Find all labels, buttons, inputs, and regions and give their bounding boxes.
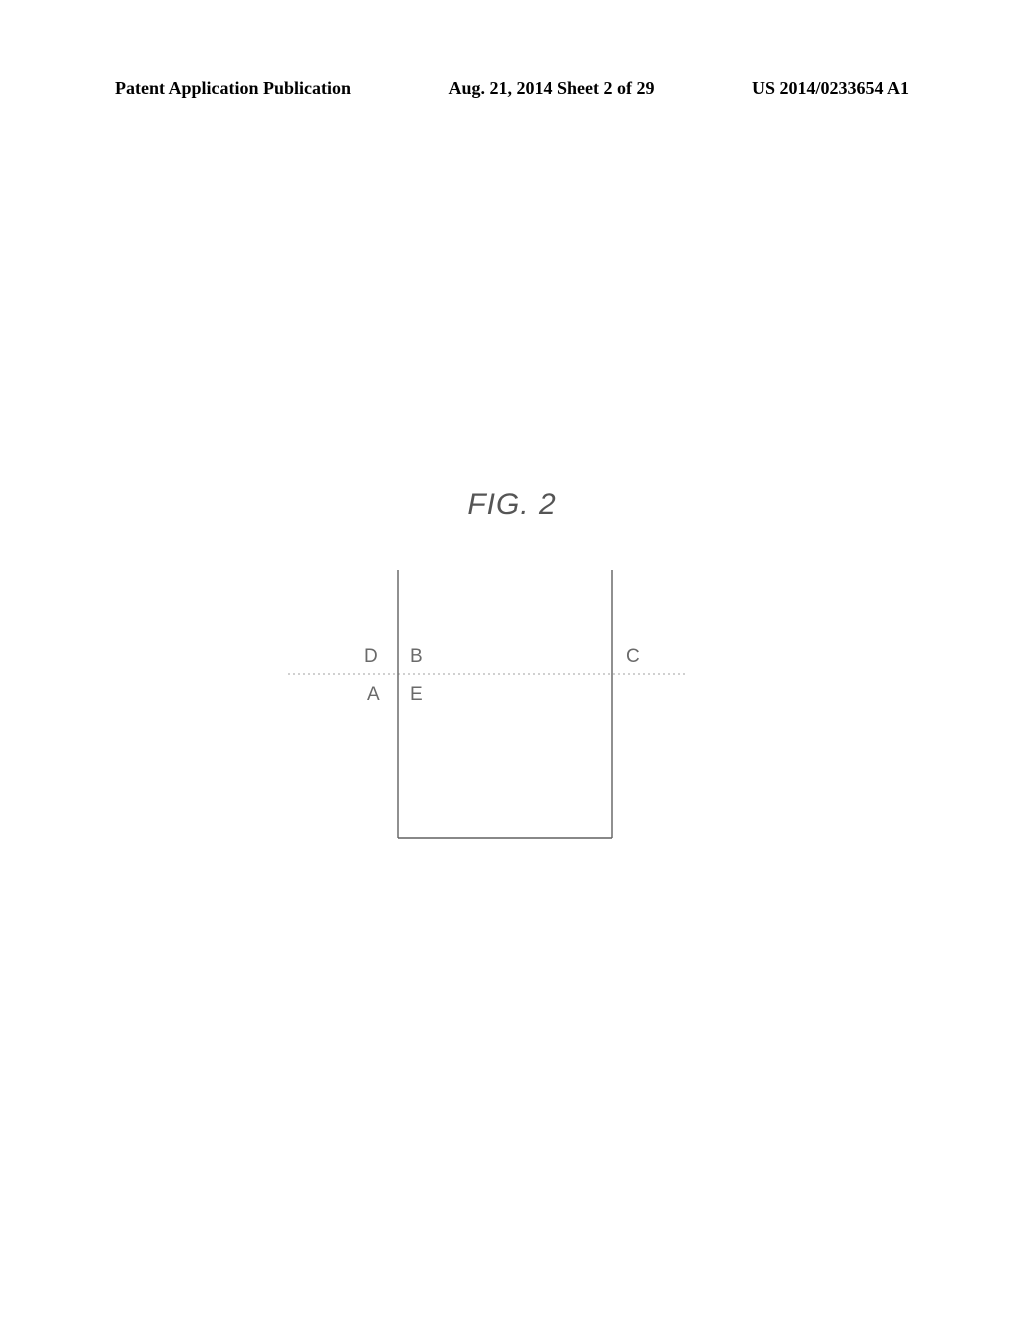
cell-label-A: A <box>367 684 380 706</box>
cell-label-D: D <box>364 646 378 668</box>
header-date-sheet: Aug. 21, 2014 Sheet 2 of 29 <box>449 78 655 99</box>
page-header: Patent Application Publication Aug. 21, … <box>0 78 1024 99</box>
cell-label-C: C <box>626 646 640 668</box>
figure-diagram: D B C A E <box>288 570 728 850</box>
diagram-svg <box>288 570 728 850</box>
figure-label: FIG. 2 <box>0 488 1024 522</box>
header-publication: Patent Application Publication <box>115 78 351 99</box>
cell-label-B: B <box>410 646 423 668</box>
cell-label-E: E <box>410 684 423 706</box>
header-patent-number: US 2014/0233654 A1 <box>752 78 909 99</box>
